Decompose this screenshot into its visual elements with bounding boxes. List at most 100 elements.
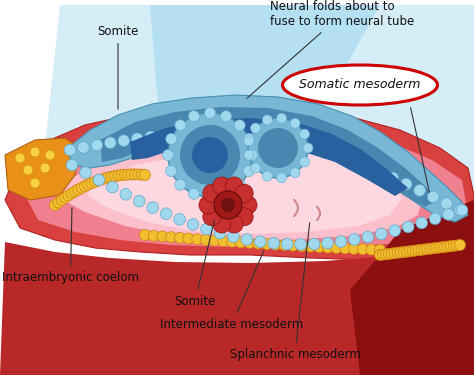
Circle shape <box>148 230 159 241</box>
Circle shape <box>413 244 424 256</box>
Text: Somatic mesoderm: Somatic mesoderm <box>299 78 421 92</box>
Circle shape <box>258 128 298 168</box>
Circle shape <box>80 167 91 178</box>
Polygon shape <box>68 95 468 222</box>
Circle shape <box>165 232 177 243</box>
Circle shape <box>253 238 264 249</box>
Circle shape <box>204 108 216 118</box>
Circle shape <box>66 188 77 199</box>
Circle shape <box>452 240 463 251</box>
Circle shape <box>320 146 331 158</box>
Text: Neural folds about to
fuse to form neural tube: Neural folds about to fuse to form neura… <box>247 0 414 98</box>
Circle shape <box>234 120 245 131</box>
Circle shape <box>227 236 237 247</box>
Circle shape <box>381 249 392 260</box>
Circle shape <box>416 244 427 255</box>
Circle shape <box>103 172 114 183</box>
Circle shape <box>131 133 143 144</box>
Polygon shape <box>350 200 474 375</box>
Circle shape <box>401 246 412 257</box>
Circle shape <box>126 169 137 180</box>
Circle shape <box>226 129 237 140</box>
Circle shape <box>456 204 468 216</box>
Circle shape <box>157 231 168 242</box>
Circle shape <box>220 188 232 199</box>
Circle shape <box>263 171 273 181</box>
Circle shape <box>60 192 71 203</box>
Circle shape <box>213 177 231 195</box>
Circle shape <box>448 240 460 251</box>
Circle shape <box>64 144 76 156</box>
Circle shape <box>306 142 318 154</box>
Circle shape <box>106 171 117 182</box>
Polygon shape <box>25 125 468 248</box>
Circle shape <box>239 196 257 214</box>
Circle shape <box>220 111 232 122</box>
Circle shape <box>235 184 253 202</box>
Circle shape <box>335 236 347 248</box>
Text: Somite: Somite <box>97 25 139 109</box>
Circle shape <box>387 172 399 184</box>
Circle shape <box>244 237 255 248</box>
Circle shape <box>425 243 436 254</box>
Circle shape <box>166 166 177 177</box>
Circle shape <box>270 239 281 250</box>
Circle shape <box>225 177 243 195</box>
Circle shape <box>214 191 242 219</box>
Circle shape <box>90 176 100 187</box>
Circle shape <box>209 235 220 246</box>
Circle shape <box>389 225 401 236</box>
Circle shape <box>100 173 110 184</box>
Circle shape <box>419 244 430 255</box>
Circle shape <box>261 238 273 249</box>
Circle shape <box>203 208 221 226</box>
Circle shape <box>293 139 304 150</box>
Circle shape <box>263 115 273 125</box>
Circle shape <box>414 184 426 196</box>
Circle shape <box>120 189 132 200</box>
Circle shape <box>49 200 61 210</box>
Circle shape <box>129 169 140 180</box>
Circle shape <box>76 182 87 193</box>
Circle shape <box>427 191 439 202</box>
Circle shape <box>303 143 313 153</box>
Circle shape <box>244 136 254 146</box>
Circle shape <box>134 195 145 207</box>
Circle shape <box>251 163 261 173</box>
Circle shape <box>30 147 40 157</box>
Circle shape <box>375 228 387 240</box>
Circle shape <box>123 169 134 180</box>
Circle shape <box>446 241 456 252</box>
Circle shape <box>235 237 246 248</box>
Circle shape <box>118 135 129 147</box>
Circle shape <box>133 169 144 180</box>
Circle shape <box>93 175 104 186</box>
Circle shape <box>96 174 107 185</box>
Circle shape <box>362 231 374 243</box>
Polygon shape <box>130 118 408 196</box>
Circle shape <box>243 166 255 177</box>
Circle shape <box>203 184 221 202</box>
Circle shape <box>300 157 310 167</box>
Circle shape <box>440 242 451 252</box>
Circle shape <box>434 242 445 253</box>
Circle shape <box>66 159 78 171</box>
Circle shape <box>357 244 368 255</box>
Circle shape <box>246 150 257 160</box>
Circle shape <box>174 213 185 225</box>
Circle shape <box>136 169 147 180</box>
Circle shape <box>45 150 55 160</box>
Circle shape <box>214 227 226 239</box>
Circle shape <box>56 195 67 206</box>
Circle shape <box>189 188 200 199</box>
Circle shape <box>360 161 372 172</box>
Circle shape <box>331 243 342 254</box>
Circle shape <box>244 150 254 160</box>
Circle shape <box>277 113 287 123</box>
Circle shape <box>374 166 385 178</box>
Circle shape <box>431 243 442 254</box>
Circle shape <box>180 125 240 185</box>
Circle shape <box>401 178 412 190</box>
Circle shape <box>407 245 418 256</box>
Circle shape <box>279 240 290 250</box>
